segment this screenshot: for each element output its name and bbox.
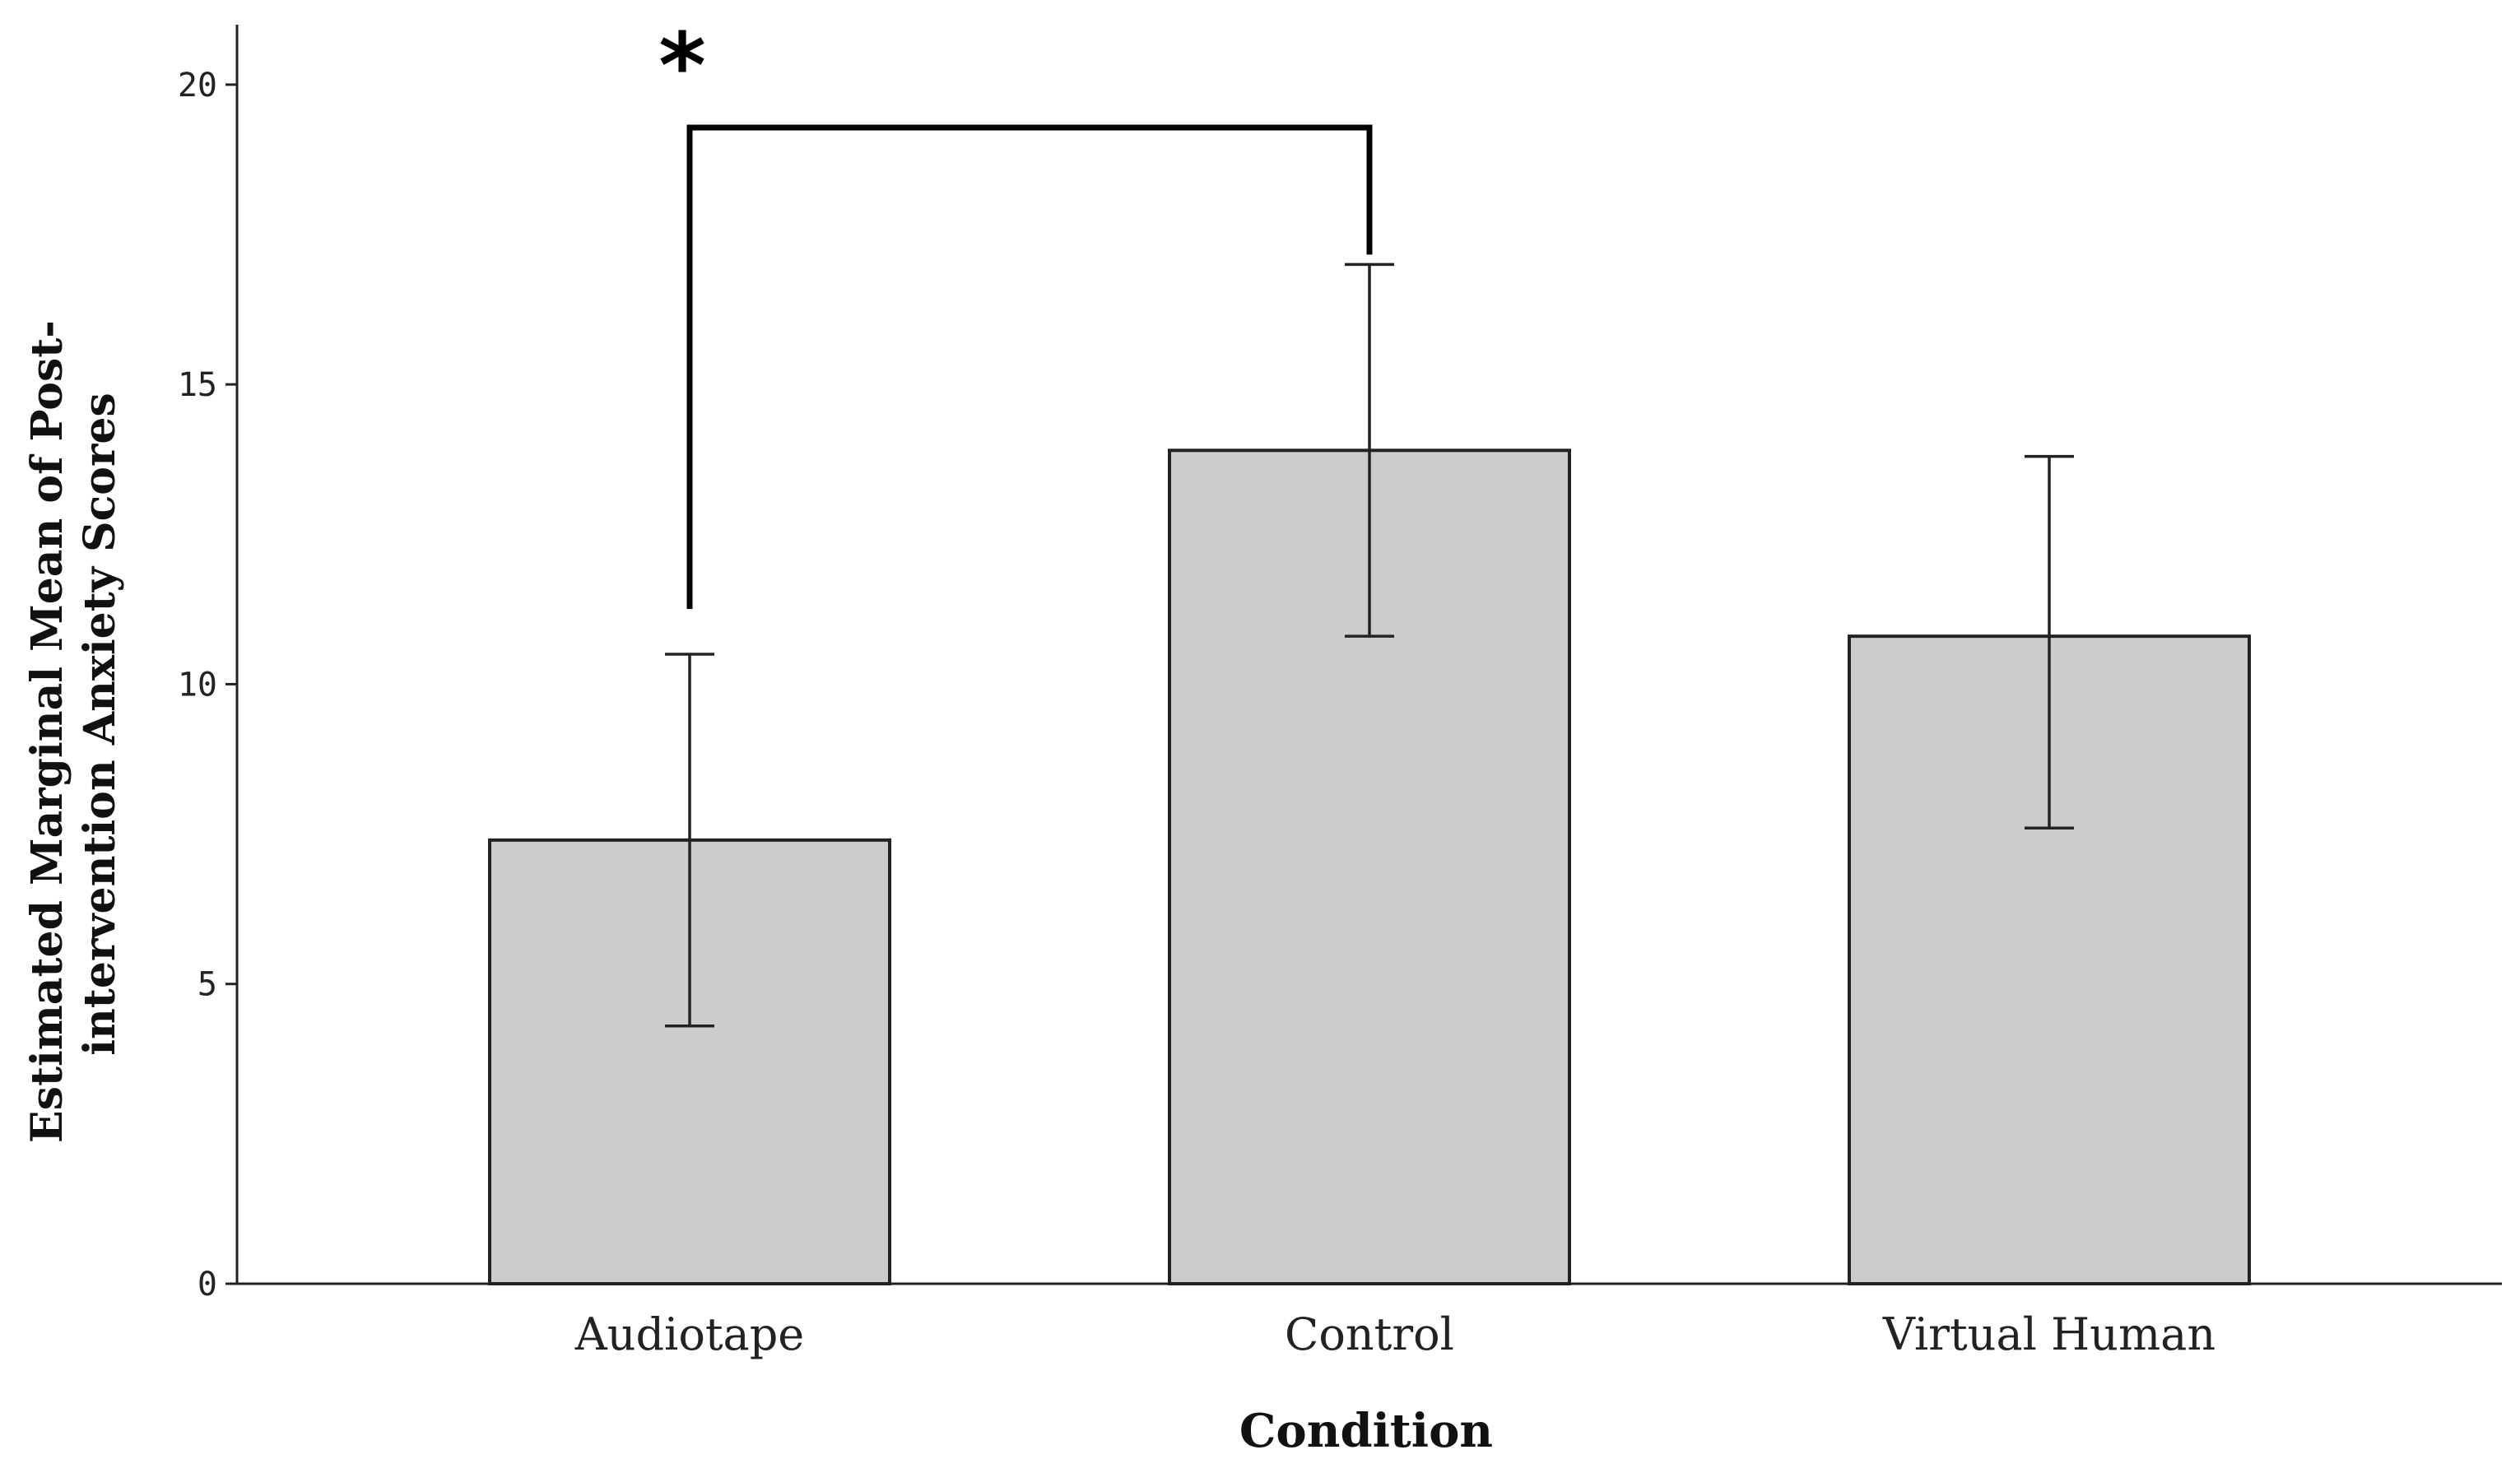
y-axis-title-line-1: Estimated Marginal Mean of Post- <box>22 320 72 1143</box>
y-axis-ticks: 0 5 10 15 20 <box>178 67 237 1303</box>
y-tick-label: 0 <box>198 1266 217 1303</box>
y-axis-title: Estimated Marginal Mean of Post- interve… <box>22 305 125 1143</box>
category-label: Control <box>1285 1308 1454 1360</box>
category-label: Audiotape <box>574 1308 805 1360</box>
y-tick-label: 15 <box>178 366 217 404</box>
y-tick-label: 10 <box>178 666 217 704</box>
significance-bracket-group: * <box>658 13 1373 609</box>
y-tick-label: 5 <box>198 966 217 1004</box>
y-axis-title-line-2: intervention Anxiety Scores <box>75 393 125 1056</box>
category-labels: Audiotape Control Virtual Human <box>574 1308 2215 1360</box>
x-axis-title: Condition <box>1239 1404 1493 1458</box>
error-bars <box>665 263 2074 1028</box>
category-label: Virtual Human <box>1882 1308 2215 1360</box>
y-tick-label: 20 <box>178 67 217 105</box>
significance-bracket <box>686 124 1373 609</box>
significance-star: * <box>658 13 706 118</box>
